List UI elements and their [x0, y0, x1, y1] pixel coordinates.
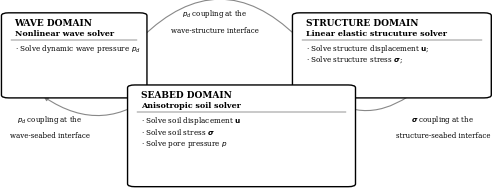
FancyBboxPatch shape	[292, 13, 492, 98]
Text: Linear elastic strucuture solver: Linear elastic strucuture solver	[306, 30, 446, 38]
Text: wave-seabed interface: wave-seabed interface	[10, 132, 90, 140]
Text: · Solve structure displacement $\mathbf{u}$;: · Solve structure displacement $\mathbf{…	[306, 43, 429, 55]
Text: · Solve soil stress $\boldsymbol{\sigma}$: · Solve soil stress $\boldsymbol{\sigma}…	[140, 127, 214, 137]
Text: SEABED DOMAIN: SEABED DOMAIN	[140, 91, 232, 100]
FancyBboxPatch shape	[2, 13, 147, 98]
Text: Nonlinear wave solver: Nonlinear wave solver	[14, 30, 114, 38]
Text: · Solve dynamic wave pressure $p_d$: · Solve dynamic wave pressure $p_d$	[14, 43, 140, 55]
Text: STRUCTURE DOMAIN: STRUCTURE DOMAIN	[306, 19, 418, 28]
Text: $\boldsymbol{\sigma}$ coupling at the: $\boldsymbol{\sigma}$ coupling at the	[412, 114, 474, 126]
Text: structure-seabed interface: structure-seabed interface	[396, 132, 490, 140]
FancyBboxPatch shape	[128, 85, 356, 187]
Text: $p_d$ coupling at the: $p_d$ coupling at the	[182, 8, 248, 20]
Text: · Solve structure stress $\boldsymbol{\sigma}$;: · Solve structure stress $\boldsymbol{\s…	[306, 55, 402, 65]
Text: · Solve pore pressure $p$: · Solve pore pressure $p$	[140, 138, 228, 150]
Text: Anisotropic soil solver: Anisotropic soil solver	[140, 102, 240, 110]
Text: wave-structure interface: wave-structure interface	[171, 27, 259, 35]
Text: WAVE DOMAIN: WAVE DOMAIN	[14, 19, 92, 28]
Text: · Solve soil displacement $\mathbf{u}$: · Solve soil displacement $\mathbf{u}$	[140, 115, 240, 127]
Text: $p_d$ coupling at the: $p_d$ coupling at the	[18, 114, 82, 126]
